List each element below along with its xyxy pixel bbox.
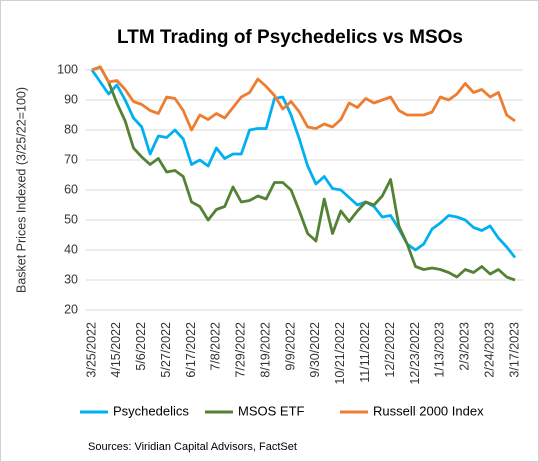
y-axis-label: Basket Prices Indexed (3/25/22=100) <box>14 87 28 293</box>
y-tick-label: 90 <box>64 92 78 106</box>
series-line <box>91 65 516 132</box>
y-tick-label: 40 <box>64 242 78 256</box>
x-tick-label: 2/3/2023 <box>458 322 472 371</box>
x-tick-label: 9/30/2022 <box>308 322 322 378</box>
x-tick-label: 3/25/2022 <box>84 322 98 378</box>
y-tick-label: 20 <box>64 302 78 316</box>
x-tick-label: 3/17/2023 <box>507 322 521 378</box>
legend-label: Russell 2000 Index <box>373 403 484 418</box>
x-tick-label: 5/27/2022 <box>159 322 173 378</box>
x-tick-label: 5/6/2022 <box>134 322 148 371</box>
x-tick-label: 6/17/2022 <box>184 322 198 378</box>
legend-label: MSOS ETF <box>238 403 305 418</box>
y-tick-label: 70 <box>64 152 78 166</box>
legend-label: Psychedelics <box>113 403 189 418</box>
chart-title: LTM Trading of Psychedelics vs MSOs <box>117 27 463 48</box>
x-tick-label: 11/11/2022 <box>358 322 372 383</box>
x-tick-label: 8/19/2022 <box>258 322 272 378</box>
x-tick-label: 4/15/2022 <box>109 322 123 378</box>
y-tick-label: 100 <box>57 62 78 76</box>
x-tick-label: 7/8/2022 <box>209 322 223 371</box>
y-tick-label: 50 <box>64 212 78 226</box>
x-tick-label: 1/13/2023 <box>433 322 447 378</box>
source-note: Sources: Viridian Capital Advisors, Fact… <box>88 441 297 453</box>
x-tick-label: 7/29/2022 <box>234 322 248 378</box>
x-tick-label: 12/23/2022 <box>408 322 422 385</box>
y-tick-label: 80 <box>64 122 78 136</box>
x-tick-label: 12/2/2022 <box>383 322 397 378</box>
y-tick-label: 60 <box>64 182 78 196</box>
series-line <box>91 65 516 282</box>
y-tick-label: 30 <box>64 272 78 286</box>
series-line <box>90 69 517 259</box>
x-tick-label: 2/24/2023 <box>482 322 496 378</box>
x-tick-label: 10/21/2022 <box>333 322 347 385</box>
x-tick-label: 9/9/2022 <box>283 322 297 371</box>
